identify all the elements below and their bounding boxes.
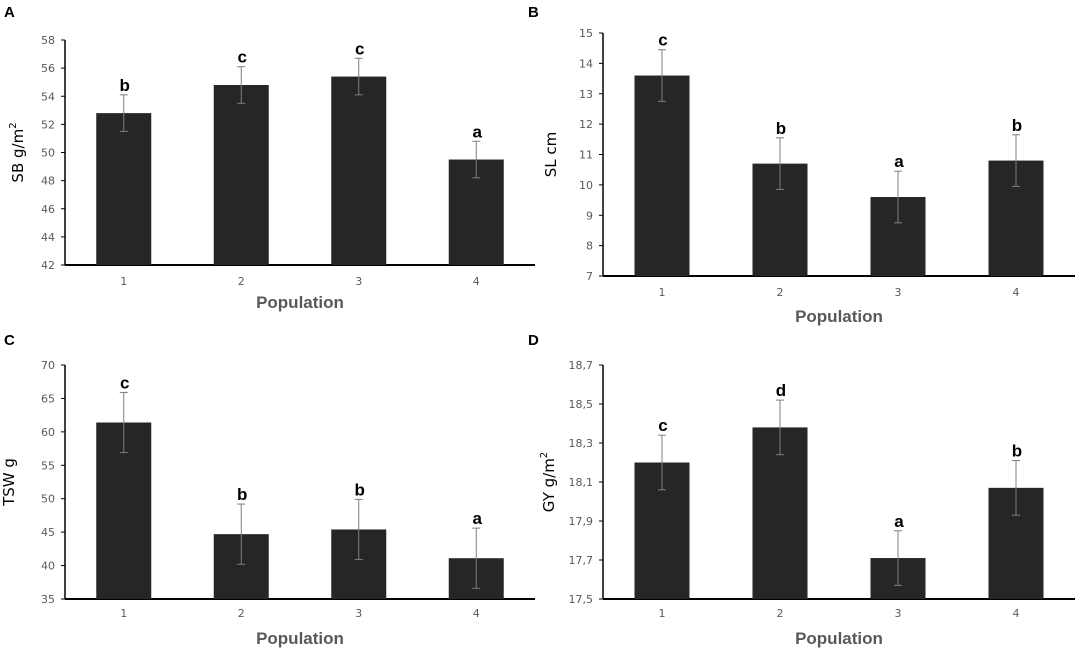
y-tick-label: 18,3 <box>569 437 594 450</box>
significance-letter: c <box>120 373 129 392</box>
significance-letter: d <box>776 381 786 400</box>
x-tick-label: 3 <box>355 607 362 620</box>
y-axis-label: GY g/m2 <box>539 452 558 512</box>
significance-letter: a <box>473 122 483 141</box>
bar <box>752 427 808 599</box>
x-tick-label: 1 <box>120 275 127 288</box>
y-axis-label-main: TSW g <box>0 458 18 507</box>
y-tick-label: 13 <box>579 88 593 101</box>
panel-d: D 17,5 17,7 17,9 18,1 18,3 18,5 18,7 c 1 d 2 a 3 b 4 Pop… <box>528 332 1075 648</box>
y-tick-label: 9 <box>586 209 593 222</box>
y-tick-label: 50 <box>41 147 55 160</box>
x-tick-label: 4 <box>473 275 480 288</box>
bar <box>213 85 269 265</box>
x-tick-label: 3 <box>895 286 902 299</box>
x-tick-label: 3 <box>895 607 902 620</box>
significance-letter: c <box>658 416 667 435</box>
y-tick-label: 12 <box>579 118 593 131</box>
panel-letter: D <box>528 332 539 349</box>
y-tick-label: 8 <box>586 240 593 253</box>
y-tick-label: 11 <box>579 149 593 162</box>
y-tick-label: 55 <box>41 459 55 472</box>
panel-a: A 42 44 46 48 50 52 54 56 58 b 1 c 2 c 3 a 4 Population SB … <box>4 4 535 312</box>
panel-b: B 7 8 9 10 11 12 13 14 15 c 1 b 2 a 3 b 4 Population SL cm <box>528 4 1075 326</box>
panel-letter: C <box>4 332 15 349</box>
y-axis-label-superscript: 2 <box>539 452 550 458</box>
y-axis-label: SB g/m2 <box>8 122 27 182</box>
y-tick-label: 17,5 <box>569 593 594 606</box>
y-tick-label: 44 <box>41 231 55 244</box>
y-tick-label: 42 <box>41 259 55 272</box>
y-tick-label: 48 <box>41 175 55 188</box>
x-axis-label: Population <box>256 629 344 648</box>
significance-letter: a <box>894 512 904 531</box>
significance-letter: b <box>237 485 247 504</box>
bar <box>634 75 690 277</box>
bar <box>331 76 387 265</box>
y-tick-label: 60 <box>41 426 55 439</box>
x-axis-label: Population <box>795 307 883 326</box>
panel-c: C 35 40 45 50 55 60 65 70 c 1 b 2 b 3 a 4 Population TSW g <box>0 332 535 648</box>
x-tick-label: 2 <box>777 286 784 299</box>
y-tick-label: 17,7 <box>569 554 594 567</box>
y-tick-label: 7 <box>586 270 593 283</box>
y-tick-label: 35 <box>41 593 55 606</box>
y-axis-label: TSW g <box>0 458 18 507</box>
y-tick-label: 54 <box>41 90 55 103</box>
y-tick-label: 65 <box>41 392 55 405</box>
y-axis-label-main: SB g/m <box>9 129 27 183</box>
y-tick-label: 70 <box>41 359 55 372</box>
x-tick-label: 1 <box>120 607 127 620</box>
significance-letter: b <box>120 76 130 95</box>
significance-letter: a <box>473 509 483 528</box>
significance-letter: a <box>894 152 904 171</box>
panel-letter: B <box>528 4 539 21</box>
bar <box>96 113 152 265</box>
x-tick-label: 3 <box>355 275 362 288</box>
y-axis-label-main: SL cm <box>542 132 560 178</box>
y-tick-label: 56 <box>41 62 55 75</box>
y-tick-label: 45 <box>41 526 55 539</box>
significance-letter: b <box>355 480 365 499</box>
x-tick-label: 4 <box>1013 286 1020 299</box>
y-tick-label: 52 <box>41 118 55 131</box>
x-axis-label: Population <box>795 629 883 648</box>
significance-letter: c <box>658 31 667 50</box>
x-tick-label: 4 <box>473 607 480 620</box>
y-tick-label: 58 <box>41 34 55 47</box>
y-tick-label: 40 <box>41 560 55 573</box>
y-tick-label: 14 <box>579 57 593 70</box>
significance-letter: b <box>776 119 786 138</box>
y-tick-label: 18,1 <box>569 476 594 489</box>
significance-letter: c <box>238 48 247 67</box>
significance-letter: c <box>355 39 364 58</box>
y-tick-label: 17,9 <box>569 515 594 528</box>
panel-letter: A <box>4 4 15 21</box>
y-tick-label: 18,7 <box>569 359 594 372</box>
y-axis-label: SL cm <box>542 132 560 178</box>
y-axis-label-superscript: 2 <box>8 122 19 128</box>
y-tick-label: 18,5 <box>569 398 594 411</box>
y-axis-label-main: GY g/m <box>540 458 558 512</box>
significance-letter: b <box>1012 442 1022 461</box>
x-tick-label: 2 <box>238 275 245 288</box>
x-tick-label: 2 <box>238 607 245 620</box>
x-tick-label: 2 <box>777 607 784 620</box>
y-tick-label: 50 <box>41 493 55 506</box>
y-tick-label: 15 <box>579 27 593 40</box>
x-tick-label: 1 <box>659 607 666 620</box>
x-axis-label: Population <box>256 293 344 312</box>
significance-letter: b <box>1012 116 1022 135</box>
x-tick-label: 1 <box>659 286 666 299</box>
y-tick-label: 10 <box>579 179 593 192</box>
y-tick-label: 46 <box>41 203 55 216</box>
x-tick-label: 4 <box>1013 607 1020 620</box>
